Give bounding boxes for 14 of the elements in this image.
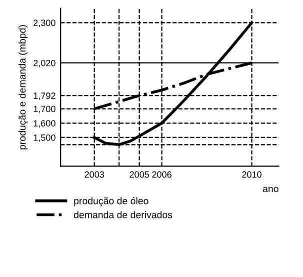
y-tick-label: 2,020 xyxy=(34,60,56,68)
x-axis-title: ano xyxy=(262,186,278,192)
y-tick-label: 1,792 xyxy=(34,92,56,100)
y-tick-label: 1,600 xyxy=(34,120,56,128)
y-tick-label: 1,700 xyxy=(34,106,56,114)
legend-label: demanda de derivados xyxy=(74,211,172,218)
legend-label: produção de óleo xyxy=(74,197,148,206)
x-tick-label: 2005 xyxy=(130,171,149,178)
x-tick-label: 2006 xyxy=(152,171,172,178)
y-tick-label: 1,500 xyxy=(34,134,56,142)
y-tick-label: 2,300 xyxy=(34,20,56,28)
x-tick-label: 2003 xyxy=(84,171,104,178)
y-axis-title: produção e demanda (mbpd) xyxy=(18,25,28,150)
x-tick-label: 2010 xyxy=(242,171,262,178)
